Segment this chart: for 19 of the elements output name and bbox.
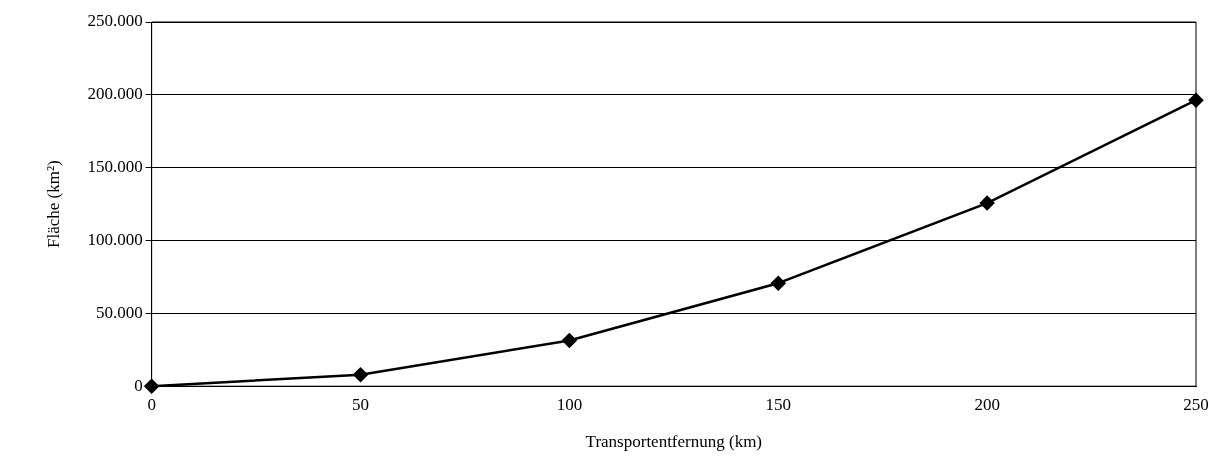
x-tick-label: 100	[556, 394, 583, 414]
x-tick-label: 0	[147, 394, 156, 414]
point	[771, 275, 786, 291]
x-tick-label: 250	[1183, 394, 1209, 414]
y-tick-label: 250.000	[87, 11, 143, 31]
y-tick-label: 50.000	[95, 302, 143, 322]
y-tick-label: 0	[134, 375, 143, 395]
y-tick-label: 150.000	[87, 157, 143, 177]
x-tick-label: 50	[352, 394, 370, 414]
x-tick-label: 200	[974, 394, 1000, 414]
y-tick-label: 200.000	[87, 84, 143, 104]
y-tick-label: 100.000	[87, 229, 143, 249]
point	[353, 367, 368, 382]
y-axis-title: Fläche (km²)	[43, 160, 63, 248]
x-tick-label: 150	[765, 394, 792, 414]
point	[144, 378, 159, 394]
point	[979, 195, 995, 211]
point	[562, 333, 577, 348]
x-axis-title: Transportentfernung (km)	[585, 432, 763, 452]
